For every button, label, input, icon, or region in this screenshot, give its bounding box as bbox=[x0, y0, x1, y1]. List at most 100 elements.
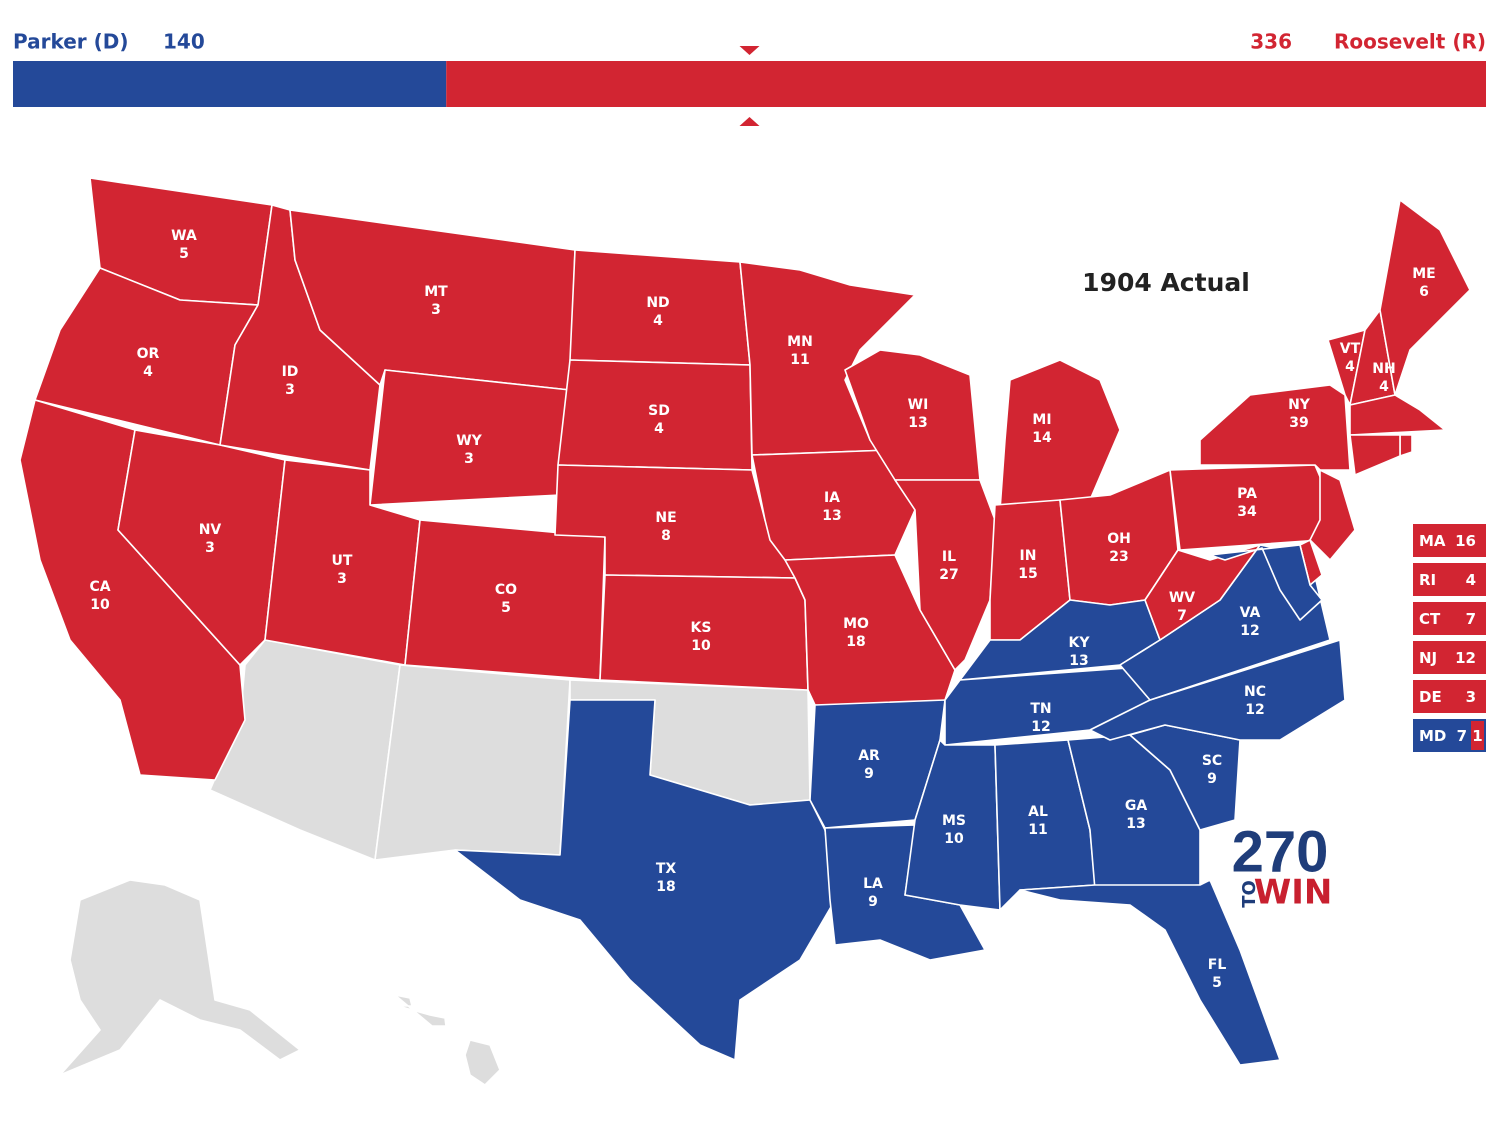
state-abbr: GA bbox=[1125, 798, 1147, 814]
state-votes: 18 bbox=[656, 879, 675, 895]
state-shape bbox=[1209, 544, 1323, 621]
midpoint-marker-bottom bbox=[739, 117, 760, 126]
state-abbr: NV bbox=[199, 522, 222, 538]
territory-nm bbox=[374, 664, 571, 861]
state-votes: 3 bbox=[285, 382, 295, 398]
logo-win: WIN bbox=[1254, 873, 1333, 913]
state-shape bbox=[1309, 469, 1356, 561]
logo: 270 TO WIN bbox=[1232, 819, 1333, 912]
state-abbr: NC bbox=[1244, 684, 1266, 700]
state-shape bbox=[1349, 434, 1401, 476]
state-votes: 23 bbox=[1109, 549, 1128, 565]
state-abbr: TX bbox=[656, 861, 677, 877]
state-abbr: SD bbox=[648, 403, 670, 419]
state-votes: 3 bbox=[431, 302, 441, 318]
state-votes: 9 bbox=[864, 766, 874, 782]
side-box-votes: 16 bbox=[1455, 532, 1476, 550]
state-votes: 12 bbox=[1245, 702, 1264, 718]
state-votes: 27 bbox=[939, 567, 958, 583]
state-votes: 7 bbox=[1177, 608, 1187, 624]
side-box bbox=[1413, 563, 1486, 596]
state-shape bbox=[1019, 879, 1281, 1066]
state-shape bbox=[1399, 434, 1413, 457]
dem-votes: 140 bbox=[163, 30, 205, 54]
state-votes: 5 bbox=[501, 600, 511, 616]
state-votes: 5 bbox=[179, 246, 189, 262]
side-box bbox=[1413, 602, 1486, 635]
side-box-votes: 1 bbox=[1472, 727, 1482, 745]
state-votes: 13 bbox=[1069, 653, 1088, 669]
side-box-split bbox=[1471, 721, 1484, 750]
state-abbr: KY bbox=[1069, 635, 1091, 651]
territory-hi-islands bbox=[394, 994, 447, 1027]
state-labels: WA 5 OR 4 CA 10 NV 3 ID 3 MT 3 WY 3 UT 3 CO 5 ND 4 SD 4 NE 8 KS 1… bbox=[89, 228, 1435, 991]
state-abbr: CO bbox=[495, 582, 517, 598]
state-abbr: FL bbox=[1208, 957, 1227, 973]
state-abbr: AR bbox=[858, 748, 880, 764]
state-abbr: AL bbox=[1028, 804, 1048, 820]
state-votes: 11 bbox=[1028, 822, 1047, 838]
state-votes: 11 bbox=[790, 352, 809, 368]
state-votes: 14 bbox=[1032, 430, 1052, 446]
state-votes: 3 bbox=[205, 540, 215, 556]
side-box-votes: 12 bbox=[1455, 649, 1476, 667]
state-votes: 10 bbox=[944, 831, 964, 847]
state-shape bbox=[1199, 384, 1351, 471]
state-shape bbox=[894, 479, 996, 671]
logo-to: TO bbox=[1239, 880, 1260, 908]
state-shape bbox=[1089, 639, 1346, 741]
state-abbr: KS bbox=[691, 620, 712, 636]
state-shape bbox=[844, 349, 981, 481]
state-abbr: WY bbox=[456, 433, 482, 449]
state-shape bbox=[454, 699, 836, 1061]
state-abbr: UT bbox=[332, 553, 353, 569]
logo-number: 270 bbox=[1232, 819, 1329, 884]
state-abbr: WV bbox=[1169, 590, 1195, 606]
state-abbr: VT bbox=[1340, 341, 1361, 357]
state-votes: 13 bbox=[1126, 816, 1145, 832]
rep-bar bbox=[446, 61, 1486, 107]
state-votes: 13 bbox=[822, 508, 841, 524]
state-votes: 8 bbox=[661, 528, 671, 544]
state-votes: 6 bbox=[1419, 284, 1429, 300]
state-votes: 34 bbox=[1237, 504, 1257, 520]
header: Parker (D) 140 Roosevelt (R) 336 bbox=[13, 30, 1486, 126]
state-abbr: SC bbox=[1202, 753, 1222, 769]
side-box bbox=[1413, 641, 1486, 674]
state-abbr: TN bbox=[1030, 701, 1051, 717]
rep-name: Roosevelt (R) bbox=[1334, 30, 1486, 54]
state-votes: 4 bbox=[1345, 359, 1355, 375]
state-abbr: PA bbox=[1237, 486, 1257, 502]
state-abbr: OH bbox=[1107, 531, 1131, 547]
side-box-votes: 4 bbox=[1466, 571, 1476, 589]
state-abbr: OR bbox=[137, 346, 160, 362]
state-votes: 13 bbox=[908, 415, 927, 431]
territory-ak bbox=[59, 879, 301, 1076]
state-abbr: VA bbox=[1240, 605, 1261, 621]
state-votes: 4 bbox=[143, 364, 153, 380]
state-abbr: ND bbox=[646, 295, 669, 311]
state-shape bbox=[739, 261, 916, 456]
state-votes: 12 bbox=[1240, 623, 1259, 639]
state-votes: 12 bbox=[1031, 719, 1050, 735]
state-abbr: ID bbox=[282, 364, 299, 380]
state-abbr: NY bbox=[1288, 397, 1311, 413]
state-votes: 4 bbox=[654, 421, 664, 437]
side-box-abbr: CT bbox=[1419, 610, 1441, 628]
side-box-votes: 7 bbox=[1457, 727, 1467, 745]
dem-name: Parker (D) bbox=[13, 30, 129, 54]
state-votes: 5 bbox=[1212, 975, 1222, 991]
rep-votes: 336 bbox=[1250, 30, 1292, 54]
state-abbr: NH bbox=[1372, 361, 1395, 377]
side-box bbox=[1413, 524, 1486, 557]
state-abbr: NE bbox=[655, 510, 676, 526]
side-box bbox=[1413, 680, 1486, 713]
state-votes: 4 bbox=[1379, 379, 1389, 395]
state-abbr: MO bbox=[843, 616, 869, 632]
state-votes: 18 bbox=[846, 634, 865, 650]
midpoint-marker-top bbox=[739, 46, 760, 55]
state-votes: 10 bbox=[90, 597, 110, 613]
states bbox=[19, 177, 1471, 1066]
